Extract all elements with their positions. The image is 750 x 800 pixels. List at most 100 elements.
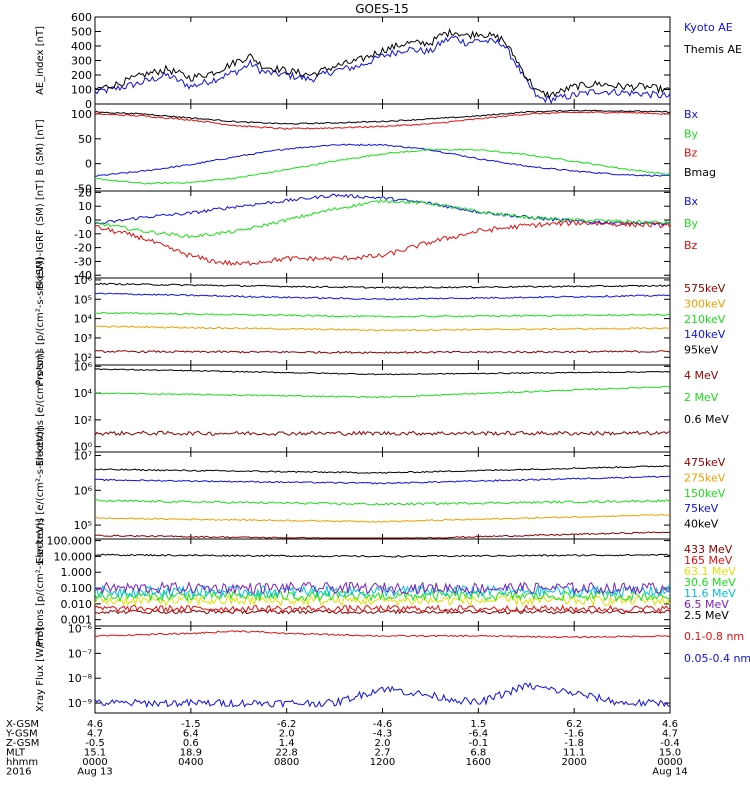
panel-electrons_mev: 10⁶ 10⁴ 10² 10⁰ Electrons [e/(cm²-s-sr)] 4 Me… (35, 351, 729, 467)
panel-frame (94, 625, 671, 714)
y-tick-label: 10⁶ (74, 274, 93, 287)
y-tick-label: 0.100 (61, 582, 93, 595)
legend-label: 75keV (684, 502, 719, 515)
axis-row-value: 1.4 (279, 738, 295, 749)
legend-label: 6.5 MeV (684, 598, 729, 611)
y-tick-label: 10⁶ (74, 484, 93, 497)
axis-row-value: 6.8 (470, 748, 486, 759)
series-line-475kev (94, 531, 671, 539)
y-tick-label: -40 (74, 269, 92, 282)
axis-row-value: 15.1 (84, 748, 106, 759)
axis-row-value: 6.2 (566, 719, 582, 730)
y-tick-label: 500 (71, 26, 92, 39)
y-axis-label: Electrons [e/(cm²-s-sr)] (35, 351, 46, 467)
axis-row-value: 0.6 (183, 738, 199, 749)
panel-frame (94, 364, 671, 453)
axis-row-value: 1.5 (470, 719, 486, 730)
legend-label: Themis AE (683, 43, 742, 56)
y-tick-label: 400 (71, 40, 92, 53)
axis-row-value: 4.7 (662, 729, 678, 740)
panel-electrons_kev: 10⁷ 10⁶ 10⁵ Electrons [e/(cm²-s-sr-keV)] 475… (35, 427, 726, 564)
legend-label: 63.1 MeV (684, 565, 736, 578)
y-axis-label: AE_index [nT] (35, 26, 46, 95)
y-axis-label: Protons [p/(cm²-s-sr-keV)] (35, 518, 46, 646)
legend-label: By (684, 127, 699, 140)
axis-row-value: 2.7 (375, 748, 391, 759)
series-line-6-5-mev (94, 581, 671, 596)
y-tick-label: 10⁻⁸ (68, 672, 93, 685)
series-line-95kev (94, 282, 671, 289)
y-tick-label: 0.010 (61, 598, 93, 611)
series-line-by (94, 198, 671, 239)
y-tick-label: 10² (74, 414, 92, 427)
series-line-bz (94, 111, 671, 130)
y-tick-label: 100 (71, 84, 92, 97)
legend-label: 4 MeV (684, 369, 719, 382)
time-axis-table: X-GSM 4.6 -1.5 -6.2 -4.6 1.5 6.2 4.6 Y-GSM 4.7 6.4… (5, 719, 688, 778)
y-tick-label: 20 (78, 186, 92, 199)
legend-label: 2 MeV (684, 391, 719, 404)
legend-label: 475keV (684, 456, 726, 469)
series-line-140kev (94, 292, 671, 301)
axis-row-value: 1600 (466, 757, 491, 768)
legend-label: 275keV (684, 471, 726, 484)
y-tick-label: -20 (74, 242, 92, 255)
legend-label: Bz (684, 239, 698, 252)
axis-row-value: -1.8 (564, 738, 584, 749)
axis-row-value: -0.4 (660, 738, 680, 749)
legend-label: Bmag (684, 166, 716, 179)
legend-label: 0.6 MeV (684, 413, 729, 426)
y-tick-label: 100 (71, 108, 92, 121)
series-line-210kev (94, 311, 671, 318)
end-date-label: Aug 14 (652, 767, 687, 778)
y-tick-label: 10⁻⁹ (68, 697, 92, 710)
legend-label: 95keV (684, 344, 719, 357)
y-axis-label: Protons [p/(cm²-s-sr-keV)] (35, 257, 46, 385)
axis-row-value: -4.6 (373, 719, 393, 730)
panel-xray: 10⁻⁶ 10⁻⁷ 10⁻⁸ 10⁻⁹ Xray Flux [W/m²] 0.1-0.8 … (35, 622, 750, 714)
legend-label: Kyoto AE (684, 21, 733, 34)
start-date-label: Aug 13 (77, 767, 112, 778)
series-line-kyoto-ae (94, 35, 671, 105)
series-line-0-05-0-4-nm (94, 681, 671, 709)
axis-row-value: 2.0 (279, 729, 295, 740)
axis-row-value: 11.1 (563, 748, 585, 759)
legend-label: Bx (684, 108, 699, 121)
y-tick-label: -50 (74, 183, 92, 196)
axis-row-value: -6.2 (277, 719, 297, 730)
axis-row-label: X-GSM (6, 719, 39, 730)
legend-label: 300keV (684, 297, 726, 310)
series-line-2-mev (94, 385, 671, 399)
y-tick-label: 1.000 (61, 566, 93, 579)
panel-protons_mev: 100.000 10.000 1.000 0.100 0.010 0.001 Protons… (35, 518, 736, 646)
axis-row-value: 18.9 (180, 748, 202, 759)
legend-label: 2.5 MeV (684, 609, 729, 622)
y-tick-label: 600 (71, 11, 92, 24)
legend-label: 140keV (684, 328, 726, 341)
axis-row-value: 0400 (178, 757, 203, 768)
axis-row-value: 0000 (82, 757, 107, 768)
legend-label: 40keV (684, 518, 719, 531)
y-axis-label: B (SM) [nT] (35, 119, 46, 175)
axis-row-value: -6.4 (469, 729, 489, 740)
y-tick-label: 0 (85, 158, 92, 171)
series-line-575kev (94, 350, 671, 354)
axis-row-label: Y-GSM (5, 729, 38, 740)
panel-frame (94, 16, 671, 105)
y-tick-label: 10⁵ (74, 519, 92, 532)
y-axis-label: B (SM)-IGRF (SM) [nT] (35, 180, 46, 289)
y-axis-label: Xray Flux [W/m²] (35, 627, 46, 712)
y-tick-label: -30 (74, 255, 92, 268)
axis-row-value: 15.0 (659, 748, 681, 759)
legend-label: By (684, 217, 699, 230)
series-line-2-5-mev (94, 553, 671, 558)
series-line-165-mev (94, 604, 671, 614)
y-tick-label: 200 (71, 69, 92, 82)
y-axis-label: Electrons [e/(cm²-s-sr-keV)] (35, 427, 46, 564)
legend-label: Bx (684, 195, 699, 208)
axis-row-value: 4.6 (662, 719, 678, 730)
axis-row-value: 6.4 (183, 729, 199, 740)
